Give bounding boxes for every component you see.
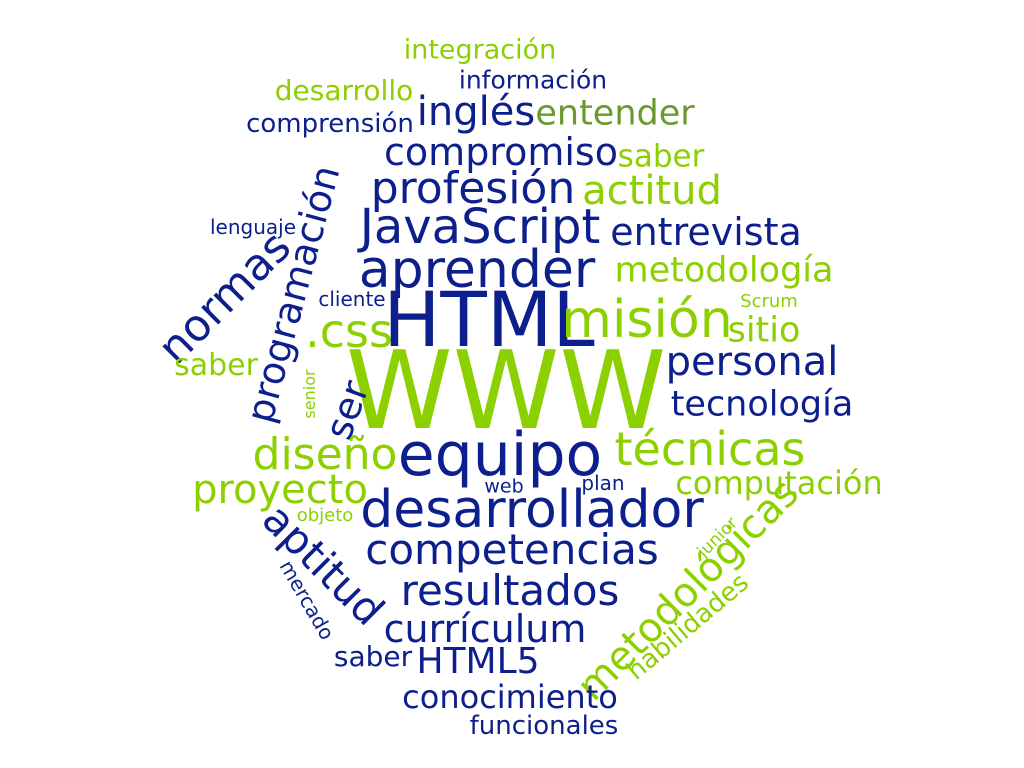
word-html5: HTML5 bbox=[416, 641, 540, 682]
word-profesion: profesión bbox=[370, 163, 576, 214]
word-proyecto: proyecto bbox=[192, 467, 368, 513]
word-entender: entender bbox=[535, 93, 695, 134]
word-tecnicas: técnicas bbox=[614, 422, 806, 476]
word-lenguaje: lenguaje bbox=[209, 215, 297, 239]
word-plan: plan bbox=[581, 471, 625, 495]
word-javascript: JavaScript bbox=[359, 199, 601, 255]
word-personal: personal bbox=[665, 339, 839, 385]
word-senior: senior bbox=[300, 369, 319, 419]
word-resultados: resultados bbox=[400, 566, 620, 615]
word-saber-top: saber bbox=[617, 138, 705, 175]
word-computacion: computación bbox=[675, 464, 883, 502]
word-sitio: sitio bbox=[727, 310, 801, 351]
word-html: HTML bbox=[383, 275, 595, 364]
word-objeto: objeto bbox=[296, 505, 354, 526]
word-mision: misión bbox=[561, 290, 733, 350]
word-equipo: equipo bbox=[397, 420, 603, 490]
word-scrum: Scrum bbox=[740, 291, 798, 312]
word-tecnologia: tecnología bbox=[670, 384, 854, 425]
word-saber-bottom: saber bbox=[333, 640, 413, 673]
word-css: .css bbox=[305, 304, 393, 358]
word-www: WWW bbox=[345, 329, 667, 454]
word-saber-left: saber bbox=[174, 348, 258, 383]
word-metodologia: metodología bbox=[614, 250, 834, 291]
word-competencias: competencias bbox=[365, 525, 659, 574]
word-funcionales: funcionales bbox=[469, 711, 619, 741]
word-aprender: aprender bbox=[358, 240, 596, 300]
word-conocimiento: conocimiento bbox=[402, 678, 618, 716]
word-comprension: comprensión bbox=[246, 109, 414, 139]
word-compromiso: compromiso bbox=[384, 130, 618, 174]
word-informacion: información bbox=[458, 65, 608, 95]
word-curriculum: currículum bbox=[383, 607, 587, 651]
word-web: web bbox=[484, 475, 524, 498]
word-diseno: diseño bbox=[252, 429, 398, 480]
word-cliente: cliente bbox=[318, 287, 386, 311]
word-desarrollo: desarrollo bbox=[274, 74, 414, 107]
word-integracion: integración bbox=[403, 34, 557, 66]
word-ingles: inglés bbox=[416, 89, 536, 135]
word-entrevista: entrevista bbox=[610, 210, 802, 254]
word-desarrollador: desarrollador bbox=[360, 480, 704, 540]
word-actitud: actitud bbox=[582, 168, 722, 214]
